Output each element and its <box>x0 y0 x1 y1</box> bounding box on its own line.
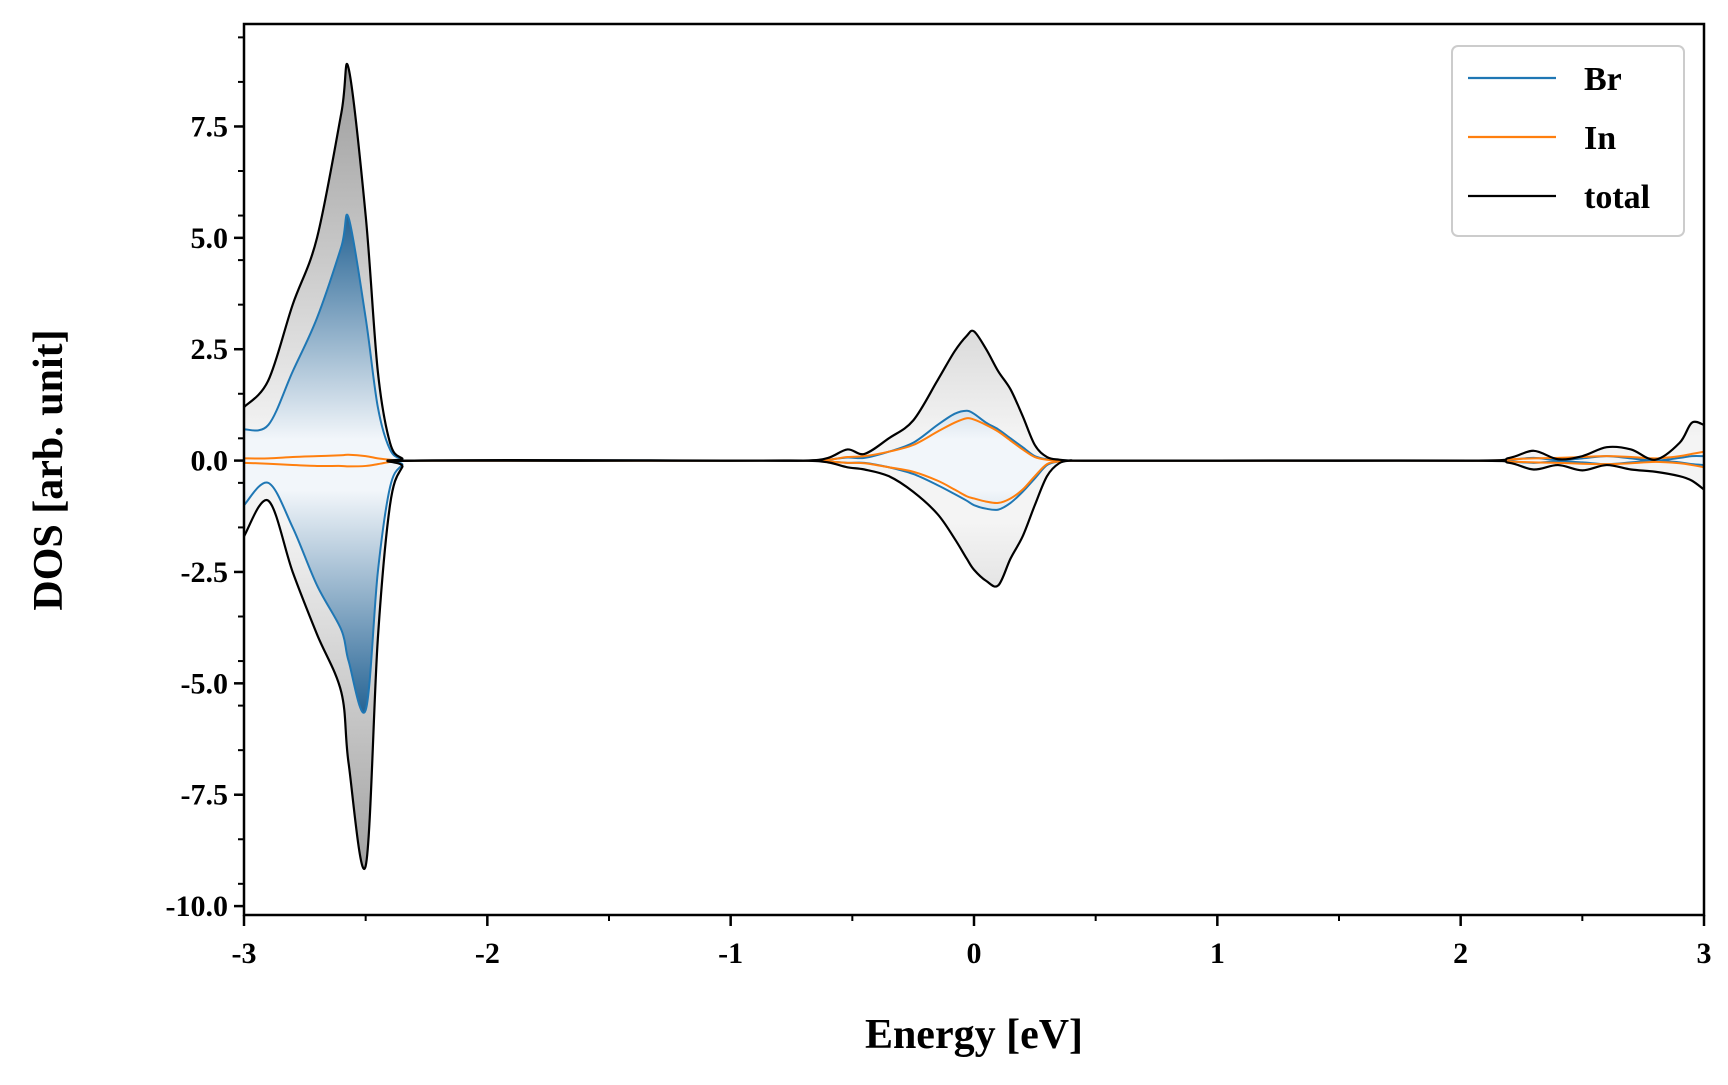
y-tick-label: -7.5 <box>181 779 229 812</box>
x-tick-label: 3 <box>1697 937 1712 970</box>
y-tick-label: -10.0 <box>166 890 229 923</box>
y-tick-label: 5.0 <box>191 222 229 255</box>
x-tick-label: 2 <box>1453 937 1468 970</box>
x-tick-label: -1 <box>718 937 743 970</box>
x-tick-label: -3 <box>232 937 257 970</box>
y-tick-label: 0.0 <box>191 445 229 478</box>
y-tick-label: 2.5 <box>191 333 229 366</box>
y-tick-label: -2.5 <box>181 556 229 589</box>
y-tick-label: -5.0 <box>181 667 229 700</box>
line-in-spin-up <box>244 417 1704 462</box>
x-tick-label: 1 <box>1210 937 1225 970</box>
fill-total-spin-down <box>244 460 1704 869</box>
legend-box <box>1451 45 1685 237</box>
fill-total-spin-up <box>244 63 1704 461</box>
legend-label-br: Br <box>1584 61 1622 98</box>
line-in-spin-down <box>244 459 1704 505</box>
y-axis-title: DOS [arb. unit] <box>26 329 72 610</box>
line-total-spin-up <box>244 62 1704 462</box>
x-tick-label: 0 <box>967 937 982 970</box>
x-axis-title: Energy [eV] <box>865 1012 1083 1058</box>
line-total-spin-down <box>244 458 1704 870</box>
y-tick-label: 7.5 <box>191 110 229 143</box>
x-tick-label: -2 <box>475 937 500 970</box>
legend-label-in: In <box>1584 120 1616 157</box>
legend: Br In total <box>1451 45 1685 237</box>
legend-label-total: total <box>1584 179 1650 216</box>
